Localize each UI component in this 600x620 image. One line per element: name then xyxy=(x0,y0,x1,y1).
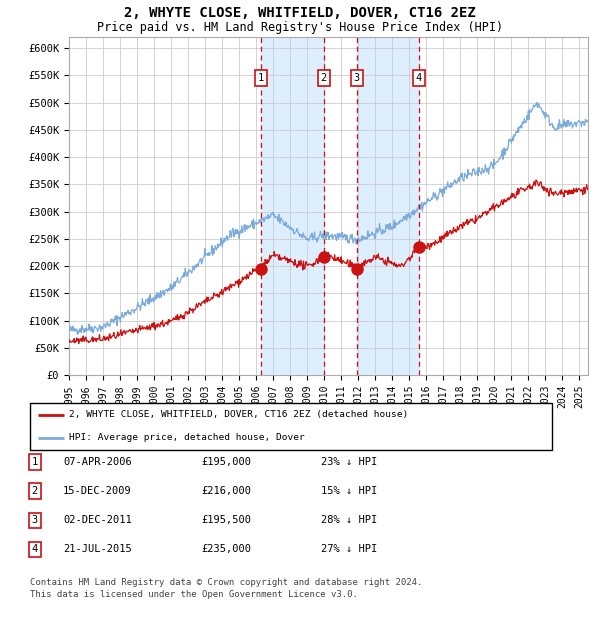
Text: 2: 2 xyxy=(32,486,38,496)
Text: £216,000: £216,000 xyxy=(201,486,251,496)
Text: £235,000: £235,000 xyxy=(201,544,251,554)
Text: 2: 2 xyxy=(320,73,326,83)
Text: HPI: Average price, detached house, Dover: HPI: Average price, detached house, Dove… xyxy=(69,433,305,443)
Text: 15% ↓ HPI: 15% ↓ HPI xyxy=(321,486,377,496)
Bar xyxy=(261,37,323,375)
FancyBboxPatch shape xyxy=(30,403,552,450)
Text: 1: 1 xyxy=(32,457,38,467)
Text: 21-JUL-2015: 21-JUL-2015 xyxy=(63,544,132,554)
Text: 15-DEC-2009: 15-DEC-2009 xyxy=(63,486,132,496)
Text: 28% ↓ HPI: 28% ↓ HPI xyxy=(321,515,377,525)
Text: This data is licensed under the Open Government Licence v3.0.: This data is licensed under the Open Gov… xyxy=(30,590,358,599)
Text: 27% ↓ HPI: 27% ↓ HPI xyxy=(321,544,377,554)
Text: 02-DEC-2011: 02-DEC-2011 xyxy=(63,515,132,525)
Text: 3: 3 xyxy=(354,73,360,83)
Text: £195,000: £195,000 xyxy=(201,457,251,467)
Text: £195,500: £195,500 xyxy=(201,515,251,525)
Text: 4: 4 xyxy=(416,73,422,83)
Text: 4: 4 xyxy=(32,544,38,554)
Text: 3: 3 xyxy=(32,515,38,525)
Text: 2, WHYTE CLOSE, WHITFIELD, DOVER, CT16 2EZ (detached house): 2, WHYTE CLOSE, WHITFIELD, DOVER, CT16 2… xyxy=(69,410,409,419)
Text: 1: 1 xyxy=(257,73,264,83)
Text: 2, WHYTE CLOSE, WHITFIELD, DOVER, CT16 2EZ: 2, WHYTE CLOSE, WHITFIELD, DOVER, CT16 2… xyxy=(124,6,476,20)
Text: 07-APR-2006: 07-APR-2006 xyxy=(63,457,132,467)
Text: 23% ↓ HPI: 23% ↓ HPI xyxy=(321,457,377,467)
Bar xyxy=(357,37,419,375)
Text: Contains HM Land Registry data © Crown copyright and database right 2024.: Contains HM Land Registry data © Crown c… xyxy=(30,578,422,588)
Text: Price paid vs. HM Land Registry's House Price Index (HPI): Price paid vs. HM Land Registry's House … xyxy=(97,21,503,34)
